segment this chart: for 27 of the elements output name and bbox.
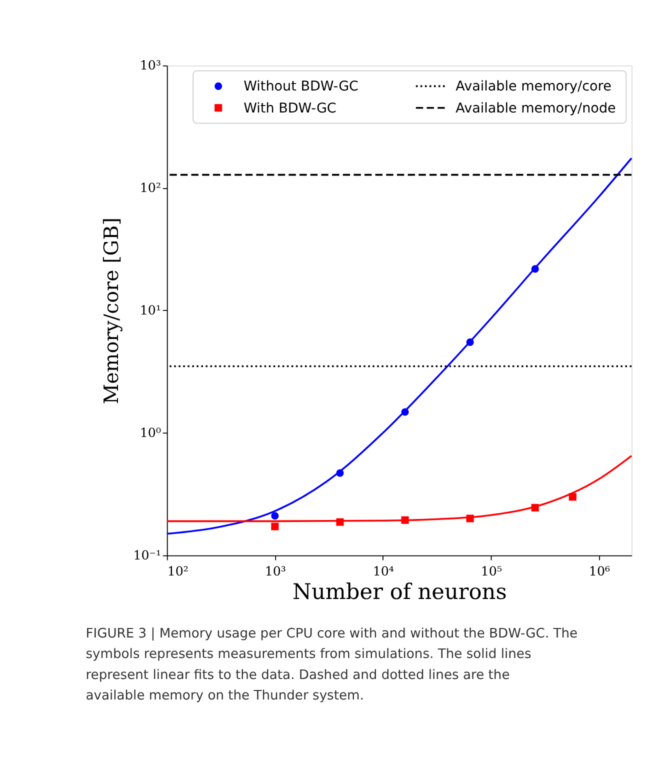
y-tick-label: 10⁻¹ — [133, 547, 162, 562]
legend-label: Available memory/core — [456, 78, 612, 95]
legend-label: With BDW-GC — [244, 100, 336, 116]
legend-label: Without BDW-GC — [244, 78, 358, 95]
point — [336, 469, 344, 477]
point — [271, 512, 279, 520]
y-tick-label: 10¹ — [140, 302, 162, 318]
point — [531, 504, 539, 512]
point — [336, 518, 344, 526]
x-tick-label: 10² — [167, 564, 188, 579]
point — [531, 265, 539, 273]
y-tick-label: 10² — [140, 180, 162, 195]
point — [401, 516, 409, 524]
point — [466, 514, 474, 522]
point — [271, 522, 279, 530]
x-tick-label: 10⁶ — [588, 564, 610, 579]
x-axis-title: Number of neurons — [292, 580, 507, 606]
x-tick-label: 10³ — [264, 564, 286, 579]
x-tick-label: 10⁵ — [480, 564, 502, 579]
legend-label: Available memory/node — [456, 100, 616, 116]
y-axis-title: Memory/core [GB] — [100, 218, 123, 404]
point — [466, 338, 474, 346]
y-tick-label: 10³ — [140, 58, 162, 73]
caption: FIGURE 3 | Memory usage per CPU core with and without the BDW-GC. The symbols represents measurements from simulations. The solid lines represent linear fits to the data. Dashed and dotted lines are the available memory on the Thunder system. — [86, 626, 578, 704]
x-tick-label: 10⁴ — [372, 564, 394, 579]
y-tick-label: 10⁰ — [140, 424, 162, 440]
point — [401, 408, 409, 416]
